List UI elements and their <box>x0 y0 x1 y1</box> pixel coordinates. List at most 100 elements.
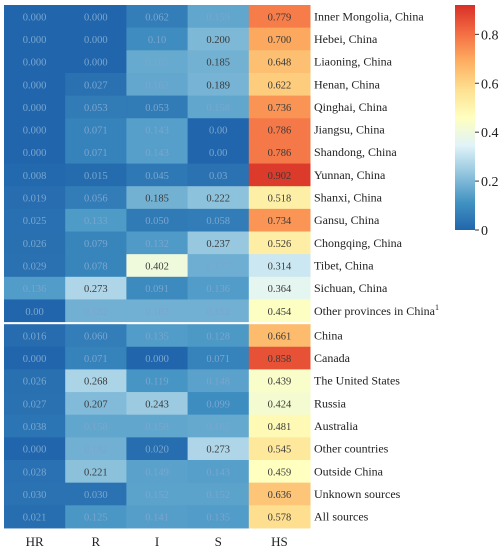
cell-value-label: 0.185 <box>206 58 230 69</box>
heatmap-cell <box>65 95 127 119</box>
heatmap-cell <box>65 231 127 255</box>
heatmap-cell <box>4 369 66 393</box>
row-label: Tibet, China <box>314 258 374 272</box>
row-label: Sichuan, China <box>314 281 388 295</box>
cell-value-label: 0.182 <box>84 445 108 456</box>
heatmap-cell <box>187 392 250 416</box>
heatmap-cell <box>65 324 127 348</box>
cell-value-label: 0.661 <box>268 331 292 342</box>
cell-value-label: 0.00 <box>209 126 227 137</box>
heatmap-cell <box>126 208 189 232</box>
cell-value-label: 0.030 <box>84 490 108 501</box>
heatmap-cell <box>187 369 250 393</box>
cell-value-label: 0.020 <box>145 445 169 456</box>
cell-value-label: 0.128 <box>206 331 230 342</box>
cell-value-label: 0.058 <box>206 216 230 227</box>
cell-value-label: 0.143 <box>206 467 230 478</box>
cell-value-label: 0.016 <box>23 331 47 342</box>
colorbar: 0 0.2 0.4 0.6 0.8 <box>455 5 499 239</box>
cell-value-label: 0.053 <box>145 103 169 114</box>
cell-value-label: 0.027 <box>23 399 47 410</box>
cell-value-label: 0.079 <box>84 239 108 250</box>
heatmap-cell <box>248 324 311 348</box>
heatmap-cell <box>187 276 250 300</box>
cell-value-label: 0.200 <box>206 35 230 46</box>
cell-value-label: 0.027 <box>84 80 108 91</box>
heatmap-cell <box>4 163 66 187</box>
cell-value-label: 0.526 <box>268 239 292 250</box>
heatmap-cell <box>187 299 250 323</box>
heatmap-cell <box>126 163 189 187</box>
heatmap-cell <box>65 208 127 232</box>
cell-value-label: 0.136 <box>206 284 230 295</box>
cell-value-label: 0.000 <box>23 445 47 456</box>
cell-value-label: 0.182 <box>206 307 230 318</box>
heatmap-cell <box>248 346 311 370</box>
cell-value-label: 0.402 <box>145 261 169 272</box>
heatmap-cell <box>187 208 250 232</box>
row-label: China <box>314 328 343 342</box>
cell-value-label: 0.189 <box>206 80 230 91</box>
heatmap-cell <box>187 505 250 529</box>
heatmap-cell <box>187 140 250 165</box>
cell-value-label: 0.078 <box>84 261 108 272</box>
cell-value-label: 0.734 <box>268 216 292 227</box>
heatmap-cell <box>126 231 189 255</box>
cell-value-label: 0.222 <box>206 194 230 205</box>
cell-value-label: 0.185 <box>145 194 169 205</box>
cell-value-label: 0.000 <box>23 80 47 91</box>
cell-value-label: 0.143 <box>145 126 169 137</box>
heatmap-cell <box>4 27 66 51</box>
heatmap-cell <box>187 482 250 506</box>
cell-value-label: 0.141 <box>145 513 169 524</box>
cell-value-label: 0.454 <box>268 307 292 318</box>
cell-value-label: 0.207 <box>84 399 108 410</box>
heatmap-cell <box>4 460 66 484</box>
heatmap-cell <box>4 208 66 232</box>
heatmap-cells: 0.000 0.000 0.062 0.159 0.779 0.000 0.000 0.10 0… <box>4 5 311 529</box>
heatmap-cell <box>126 437 189 461</box>
heatmap-cell <box>126 254 189 278</box>
heatmap-cell <box>65 186 127 210</box>
cell-value-label: 0.053 <box>84 103 108 114</box>
cell-value-label: 0.00 <box>25 307 43 318</box>
cell-value-label: 0.050 <box>145 216 169 227</box>
heatmap-cell <box>248 276 311 300</box>
row-label: All sources <box>314 510 369 524</box>
heatmap-cell <box>4 324 66 348</box>
heatmap-cell <box>187 460 250 484</box>
heatmap-cell <box>248 392 311 416</box>
heatmap-cell <box>126 50 189 74</box>
cell-value-label: 0.026 <box>23 377 47 388</box>
row-label: Henan, China <box>314 77 381 91</box>
heatmap-cell <box>126 140 189 165</box>
heatmap-cell <box>4 392 66 416</box>
cell-value-label: 0.167 <box>145 58 169 69</box>
cell-value-label: 0.008 <box>23 171 47 182</box>
cell-value-label: 0.158 <box>145 422 169 433</box>
cell-value-label: 0.545 <box>268 445 292 456</box>
cell-value-label: 0.622 <box>268 80 292 91</box>
cell-value-label: 0.135 <box>145 331 169 342</box>
cell-value-label: 0.902 <box>268 171 292 182</box>
heatmap-cell <box>4 231 66 255</box>
heatmap-cell <box>4 95 66 119</box>
heatmap-cell <box>4 140 66 165</box>
heatmap-cell <box>187 95 250 119</box>
row-label: Unknown sources <box>314 487 401 501</box>
cell-value-label: 0.030 <box>23 490 47 501</box>
heatmap-cell <box>65 414 127 438</box>
heatmap-cell <box>248 437 311 461</box>
cell-value-label: 0.062 <box>145 12 169 23</box>
cell-value-label: 0.045 <box>145 171 169 182</box>
heatmap-cell <box>248 482 311 506</box>
cell-value-label: 0.132 <box>145 239 169 250</box>
heatmap-cell <box>248 299 311 323</box>
heatmap-cell <box>187 414 250 438</box>
row-label: Shanxi, China <box>314 191 383 205</box>
heatmap-cell <box>248 5 311 29</box>
cell-value-label: 0.736 <box>268 103 292 114</box>
cell-value-label: 0.439 <box>268 377 292 388</box>
heatmap-cell <box>4 254 66 278</box>
